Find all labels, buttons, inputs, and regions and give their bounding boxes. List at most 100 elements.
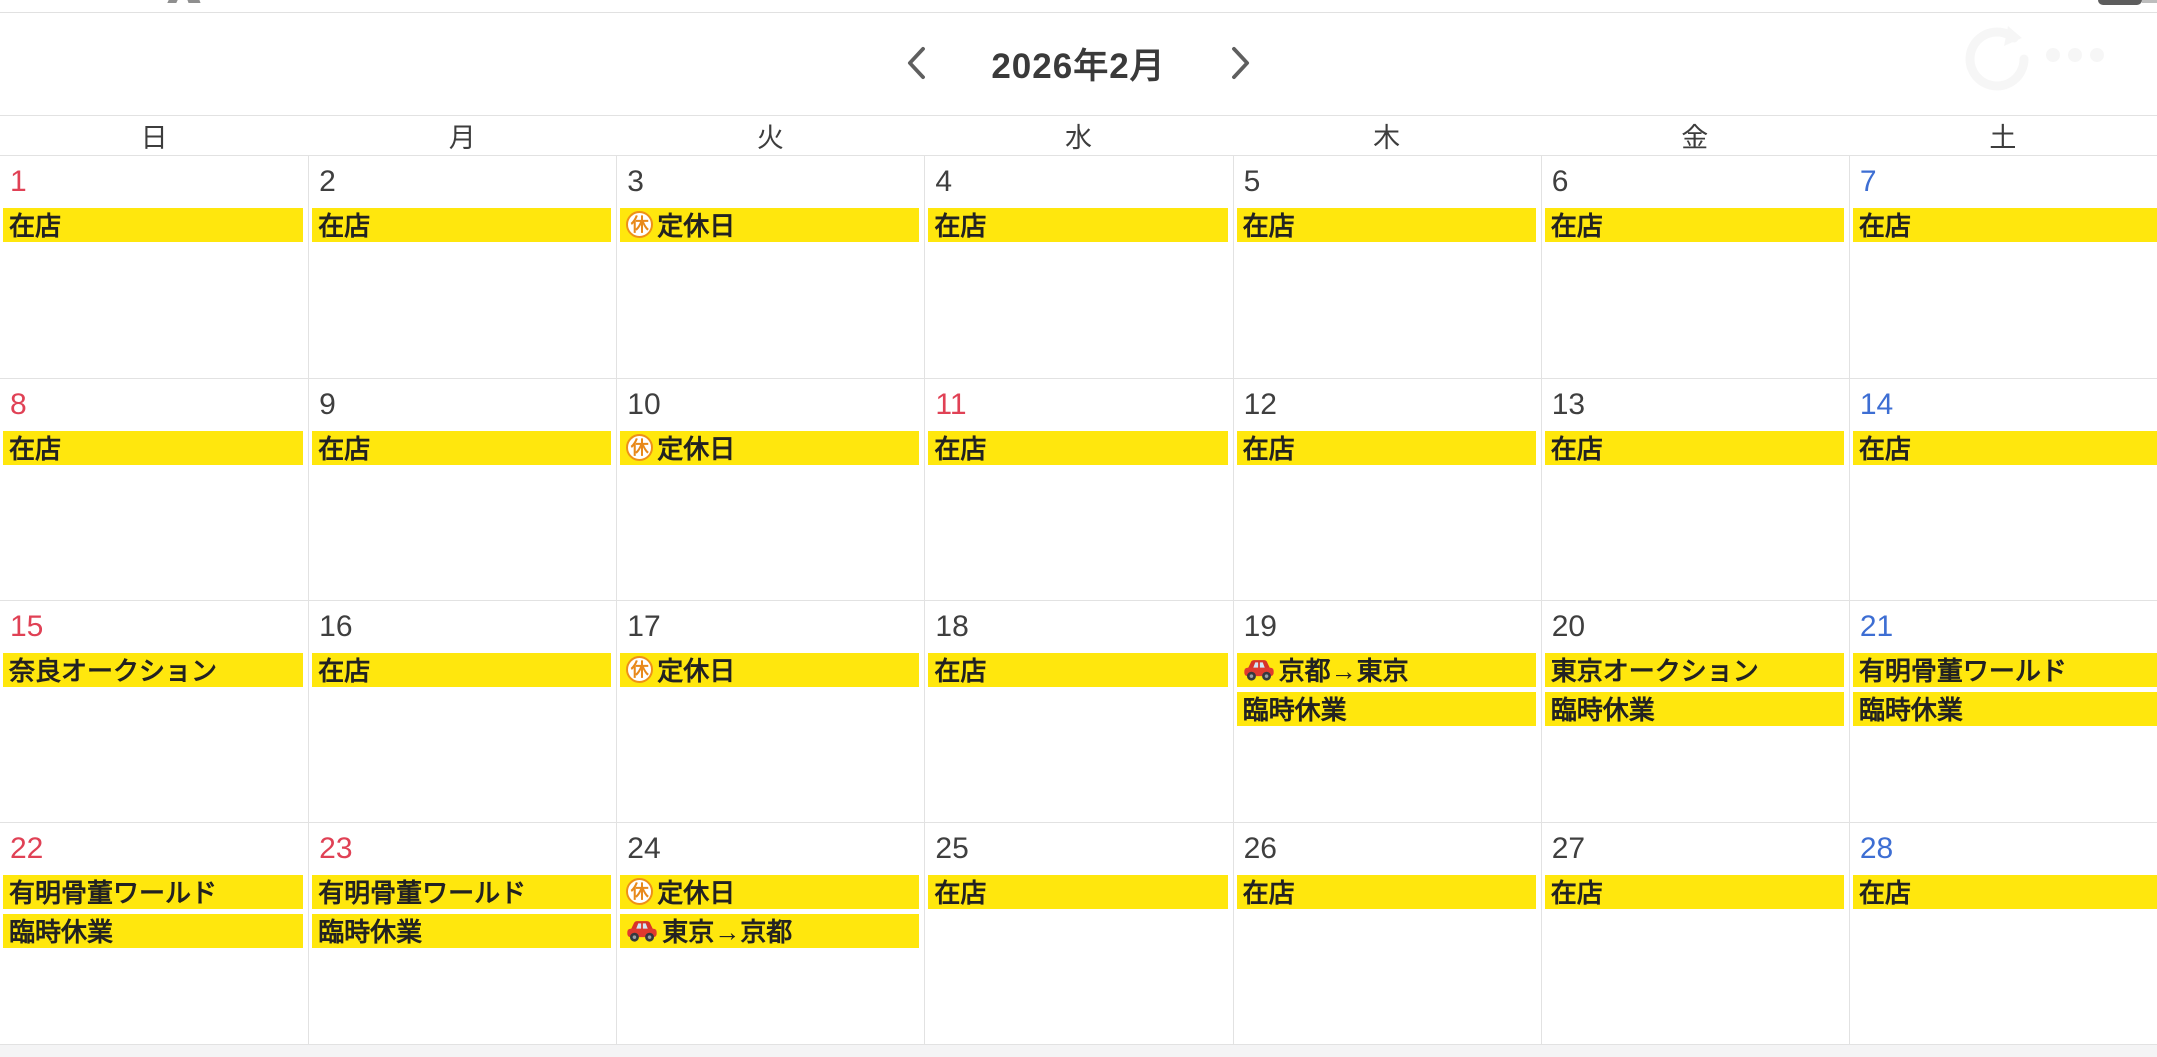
- event-label: 有明骨董ワールド: [1858, 656, 2067, 686]
- event-bar[interactable]: 有明骨董ワールド: [312, 874, 612, 909]
- event-bar[interactable]: 臨時休業: [1236, 691, 1536, 726]
- event-label: 在店: [1550, 211, 1603, 241]
- event-bar[interactable]: 有明骨董ワールド: [1852, 652, 2157, 687]
- next-month-button[interactable]: [1218, 39, 1266, 87]
- day-cell: 21 有明骨董ワールド 臨時休業: [1848, 601, 2157, 822]
- event-bar[interactable]: 休定休日: [620, 652, 920, 687]
- event-bar[interactable]: 在店: [1236, 207, 1536, 242]
- event-label: 在店: [934, 211, 987, 241]
- day-cell: 18 在店: [924, 601, 1232, 822]
- event-bar[interactable]: 在店: [312, 430, 612, 465]
- day-cell: 5 在店: [1232, 156, 1541, 378]
- weekday-label: 水: [1064, 123, 1092, 153]
- event-label: 在店: [1242, 434, 1295, 464]
- event-bar[interactable]: 在店: [1236, 430, 1536, 465]
- event-bar[interactable]: 在店: [1544, 874, 1844, 909]
- date-number: 3: [627, 165, 644, 198]
- event-bar[interactable]: 京都→東京: [1236, 652, 1536, 687]
- event-bar[interactable]: 在店: [928, 874, 1228, 909]
- date-number: 4: [935, 165, 953, 198]
- week-row: 8 在店 9 在店 10 休定休日 11 在店 12 在店 13 在店 14 在店: [0, 378, 2157, 600]
- day-cell: 4 在店: [924, 156, 1232, 378]
- date-number: 25: [935, 832, 969, 865]
- faint-refresh-watermark: [1958, 20, 2036, 98]
- date-number: 9: [319, 388, 336, 421]
- date-number: 5: [1243, 165, 1261, 198]
- event-label: 在店: [1550, 434, 1603, 464]
- event-bar[interactable]: 休定休日: [620, 430, 920, 465]
- day-cell: 27 在店: [1540, 823, 1849, 1044]
- date-number: 11: [935, 388, 967, 421]
- event-label: 有明骨董ワールド: [318, 878, 527, 908]
- week-row: 22 有明骨董ワールド 臨時休業 23 有明骨董ワールド 臨時休業 24 休定休日 東京→京都 2…: [0, 822, 2157, 1044]
- event-label: 東京→京都: [662, 917, 793, 947]
- day-cell: 17 休定休日: [616, 601, 924, 822]
- cutoff-text-fragment: [167, 0, 178, 3]
- event-bar[interactable]: 臨時休業: [3, 913, 304, 948]
- event-bar[interactable]: 在店: [1852, 874, 2157, 909]
- day-cell: 13 在店: [1540, 379, 1849, 600]
- date-number: 8: [10, 388, 27, 421]
- event-label: 在店: [1550, 878, 1603, 908]
- event-bar[interactable]: 在店: [1544, 430, 1844, 465]
- calendar-month-title: 2026年2月: [991, 46, 1166, 86]
- event-bar[interactable]: 臨時休業: [312, 913, 612, 948]
- event-bar[interactable]: 在店: [3, 207, 304, 242]
- event-label: 在店: [1858, 878, 1911, 908]
- event-bar[interactable]: 休定休日: [620, 874, 920, 909]
- day-cell: 15 奈良オークション: [0, 601, 308, 822]
- day-cell: 9 在店: [308, 379, 616, 600]
- event-bar[interactable]: 東京→京都: [620, 913, 920, 948]
- weekday-label: 日: [140, 123, 168, 153]
- event-bar[interactable]: 在店: [312, 652, 612, 687]
- weekday-header-row: 日月火水木金土: [0, 115, 2157, 156]
- date-number: 14: [1859, 388, 1894, 421]
- rest-icon: 休: [626, 656, 654, 683]
- weekday-label: 土: [1989, 123, 2017, 153]
- event-bar[interactable]: 在店: [928, 652, 1228, 687]
- calendar-grid: 1 在店 2 在店 3 休定休日 4 在店 5 在店 6 在店 7 在店 8 在店 9 在店 10 休定休日 11 在店 1…: [0, 156, 2157, 1045]
- date-number: 24: [627, 832, 661, 865]
- event-bar[interactable]: 在店: [1236, 874, 1536, 909]
- event-bar[interactable]: 在店: [312, 207, 612, 242]
- event-bar[interactable]: 在店: [1852, 207, 2157, 242]
- event-bar[interactable]: 奈良オークション: [3, 652, 304, 687]
- event-bar[interactable]: 在店: [928, 207, 1228, 242]
- date-number: 17: [627, 610, 661, 643]
- day-cell: 3 休定休日: [616, 156, 924, 378]
- event-label: 在店: [9, 434, 62, 464]
- event-bar[interactable]: 在店: [1544, 207, 1844, 242]
- cutoff-corner-element: [2098, 0, 2157, 5]
- rest-icon: 休: [626, 211, 654, 238]
- car-icon: [1243, 660, 1274, 681]
- event-bar[interactable]: 在店: [1852, 430, 2157, 465]
- event-label: 東京オークション: [1550, 656, 1759, 686]
- day-cell: 14 在店: [1848, 379, 2157, 600]
- event-bar[interactable]: 休定休日: [620, 207, 920, 242]
- event-bar[interactable]: 在店: [928, 430, 1228, 465]
- event-label: 臨時休業: [1858, 695, 1963, 725]
- date-number: 22: [10, 832, 44, 865]
- date-number: 12: [1243, 388, 1277, 421]
- rest-icon: 休: [626, 434, 654, 461]
- weekday-label: 木: [1373, 123, 1401, 153]
- event-label: 在店: [1858, 434, 1911, 464]
- event-bar[interactable]: 臨時休業: [1852, 691, 2157, 726]
- date-number: 7: [1859, 165, 1877, 198]
- date-number: 20: [1551, 610, 1586, 643]
- day-cell: 28 在店: [1848, 823, 2157, 1044]
- event-bar[interactable]: 臨時休業: [1544, 691, 1844, 726]
- day-cell: 19 京都→東京 臨時休業: [1232, 601, 1541, 822]
- event-bar[interactable]: 有明骨董ワールド: [3, 874, 304, 909]
- day-cell: 20 東京オークション 臨時休業: [1540, 601, 1849, 822]
- day-cell: 24 休定休日東京→京都: [616, 823, 924, 1044]
- prev-month-button[interactable]: [891, 39, 939, 87]
- event-label: 臨時休業: [1550, 695, 1655, 725]
- event-label: 定休日: [657, 434, 736, 464]
- event-bar[interactable]: 在店: [3, 430, 304, 465]
- day-cell: 2 在店: [308, 156, 616, 378]
- calendar-header: 2026年2月: [0, 13, 2157, 113]
- date-number: 13: [1551, 388, 1586, 421]
- event-bar[interactable]: 東京オークション: [1544, 652, 1844, 687]
- day-cell: 11 在店: [924, 379, 1232, 600]
